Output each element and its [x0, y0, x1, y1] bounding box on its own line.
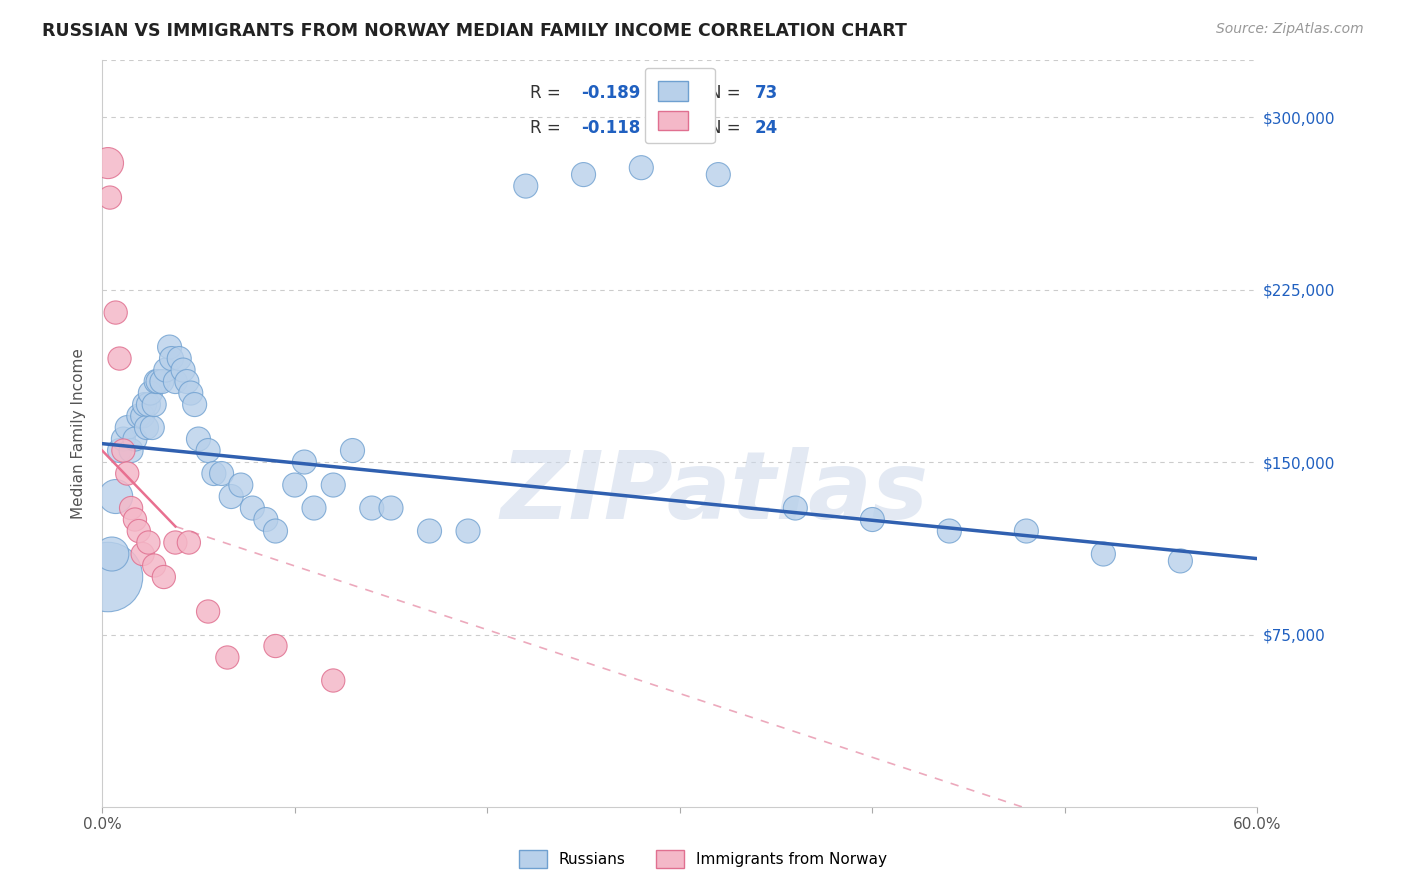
Point — [145, 375, 167, 389]
Point — [322, 478, 344, 492]
Point — [177, 535, 200, 549]
Text: ZIPatlas: ZIPatlas — [501, 447, 928, 539]
Point — [131, 409, 153, 423]
Point — [150, 375, 173, 389]
Point — [217, 650, 239, 665]
Text: N =: N = — [709, 120, 741, 137]
Point — [104, 305, 127, 319]
Point — [380, 501, 402, 516]
Point — [264, 524, 287, 538]
Point — [360, 501, 382, 516]
Point — [159, 340, 181, 354]
Text: N =: N = — [709, 84, 741, 103]
Point — [229, 478, 252, 492]
Point — [167, 351, 190, 366]
Point — [938, 524, 960, 538]
Point — [155, 363, 177, 377]
Point — [101, 547, 124, 561]
Point — [292, 455, 315, 469]
Point — [108, 443, 131, 458]
Point — [141, 420, 163, 434]
Legend: Russians, Immigrants from Norway: Russians, Immigrants from Norway — [512, 843, 894, 875]
Point — [139, 386, 162, 401]
Point — [302, 501, 325, 516]
Point — [104, 490, 127, 504]
Text: R =: R = — [530, 84, 561, 103]
Point — [180, 386, 202, 401]
Point — [202, 467, 225, 481]
Point — [322, 673, 344, 688]
Point — [1170, 554, 1192, 568]
Point — [284, 478, 307, 492]
Point — [572, 168, 595, 182]
Point — [153, 570, 176, 584]
Point — [197, 605, 219, 619]
Text: 73: 73 — [755, 84, 778, 103]
Point — [134, 398, 156, 412]
Point — [219, 490, 242, 504]
Point — [124, 512, 146, 526]
Point — [98, 191, 121, 205]
Text: -0.118: -0.118 — [582, 120, 641, 137]
Text: Source: ZipAtlas.com: Source: ZipAtlas.com — [1216, 22, 1364, 37]
Point — [254, 512, 277, 526]
Point — [138, 398, 160, 412]
Point — [1092, 547, 1115, 561]
Point — [143, 558, 166, 573]
Point — [242, 501, 264, 516]
Text: R =: R = — [530, 120, 561, 137]
Legend: , : , — [645, 68, 714, 143]
Point — [160, 351, 183, 366]
Point — [418, 524, 440, 538]
Point — [457, 524, 479, 538]
Point — [128, 409, 150, 423]
Point — [146, 375, 169, 389]
Text: -0.189: -0.189 — [582, 84, 641, 103]
Point — [131, 547, 153, 561]
Point — [187, 432, 209, 446]
Point — [785, 501, 807, 516]
Point — [115, 467, 138, 481]
Point — [183, 398, 205, 412]
Point — [120, 501, 142, 516]
Point — [707, 168, 730, 182]
Point — [108, 351, 131, 366]
Point — [165, 375, 187, 389]
Point — [120, 443, 142, 458]
Text: 24: 24 — [755, 120, 778, 137]
Point — [135, 420, 157, 434]
Point — [124, 432, 146, 446]
Point — [264, 639, 287, 653]
Point — [342, 443, 364, 458]
Point — [211, 467, 233, 481]
Point — [128, 524, 150, 538]
Point — [176, 375, 198, 389]
Point — [860, 512, 883, 526]
Point — [1015, 524, 1038, 538]
Point — [143, 398, 166, 412]
Point — [97, 156, 120, 170]
Point — [115, 420, 138, 434]
Point — [112, 443, 135, 458]
Y-axis label: Median Family Income: Median Family Income — [72, 348, 86, 519]
Text: RUSSIAN VS IMMIGRANTS FROM NORWAY MEDIAN FAMILY INCOME CORRELATION CHART: RUSSIAN VS IMMIGRANTS FROM NORWAY MEDIAN… — [42, 22, 907, 40]
Point — [172, 363, 194, 377]
Point — [112, 432, 135, 446]
Point — [630, 161, 652, 175]
Point — [138, 535, 160, 549]
Point — [197, 443, 219, 458]
Point — [515, 179, 537, 194]
Point — [97, 570, 120, 584]
Point — [165, 535, 187, 549]
